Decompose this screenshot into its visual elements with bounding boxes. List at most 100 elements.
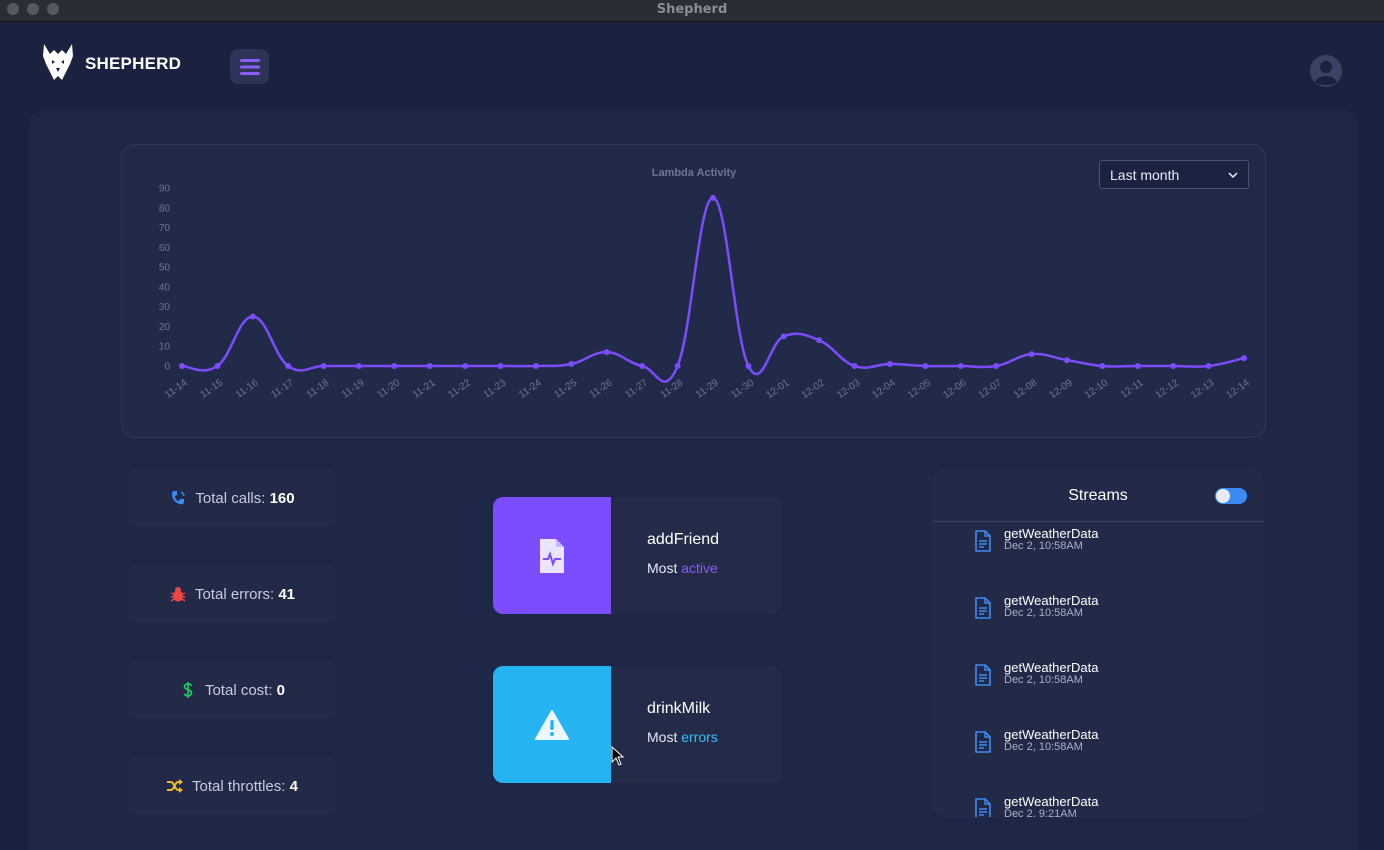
x-tick-label: 11-16 bbox=[234, 377, 261, 401]
dollar-icon bbox=[183, 682, 193, 698]
data-point[interactable] bbox=[426, 363, 433, 369]
data-point[interactable] bbox=[1241, 355, 1247, 362]
stream-name: getWeatherData bbox=[1004, 593, 1099, 608]
data-point[interactable] bbox=[1134, 363, 1141, 369]
data-point[interactable] bbox=[851, 363, 858, 369]
stream-item[interactable]: getWeatherData Dec 2, 10:58AM bbox=[974, 660, 1234, 690]
stream-name: getWeatherData bbox=[1004, 727, 1099, 742]
data-point[interactable] bbox=[533, 363, 539, 369]
data-point[interactable] bbox=[497, 363, 504, 369]
subtitle-accent: errors bbox=[681, 729, 718, 745]
function-icon-box bbox=[493, 497, 611, 614]
data-point[interactable] bbox=[568, 361, 575, 368]
function-subtitle: Most errors bbox=[647, 729, 718, 745]
data-point[interactable] bbox=[249, 313, 256, 320]
x-tick-label: 12-12 bbox=[1154, 377, 1182, 401]
total-throttles-stat: Total throttles: 4 bbox=[127, 757, 337, 815]
function-subtitle: Most active bbox=[647, 560, 718, 576]
stream-item[interactable]: getWeatherData Dec 2, 10:58AM bbox=[974, 526, 1234, 556]
y-tick-label: 90 bbox=[159, 184, 171, 195]
shuffle-icon bbox=[167, 779, 184, 793]
document-icon bbox=[975, 664, 991, 686]
data-point[interactable] bbox=[780, 333, 787, 340]
most-errors-function-card[interactable]: drinkMilk Most errors bbox=[493, 666, 781, 783]
y-tick-label: 50 bbox=[159, 263, 171, 274]
brand-name: SHEPHERD bbox=[85, 54, 182, 73]
x-tick-label: 12-08 bbox=[1012, 377, 1040, 401]
data-point[interactable] bbox=[1064, 357, 1070, 364]
data-point[interactable] bbox=[391, 363, 398, 369]
zoom-window-button[interactable] bbox=[47, 3, 59, 15]
data-point[interactable] bbox=[356, 363, 362, 369]
shepherd-logo-icon bbox=[43, 44, 73, 80]
data-point[interactable] bbox=[1205, 363, 1212, 369]
data-point[interactable] bbox=[957, 363, 964, 369]
stream-item[interactable]: getWeatherData Dec 2, 9:21AM bbox=[974, 794, 1234, 817]
data-point[interactable] bbox=[179, 363, 185, 369]
x-tick-label: 11-29 bbox=[694, 377, 721, 401]
x-tick-label: 12-13 bbox=[1189, 377, 1217, 401]
stream-item[interactable]: getWeatherData Dec 2, 10:58AM bbox=[974, 593, 1234, 623]
document-icon bbox=[975, 530, 991, 552]
hamburger-icon bbox=[239, 58, 260, 75]
file-pulse-icon bbox=[540, 538, 564, 573]
data-point[interactable] bbox=[603, 349, 610, 356]
data-point[interactable] bbox=[639, 363, 646, 369]
streams-toggle[interactable] bbox=[1215, 488, 1247, 504]
x-tick-label: 12-05 bbox=[906, 377, 934, 401]
x-tick-label: 11-15 bbox=[198, 377, 225, 401]
x-tick-label: 12-02 bbox=[800, 377, 828, 401]
data-point[interactable] bbox=[1028, 351, 1035, 358]
x-tick-label: 12-14 bbox=[1224, 377, 1252, 401]
window-titlebar: Shepherd bbox=[0, 0, 1384, 22]
window-title: Shepherd bbox=[656, 2, 728, 17]
mouse-cursor-icon bbox=[611, 746, 625, 766]
y-tick-label: 0 bbox=[164, 362, 170, 373]
x-tick-label: 11-26 bbox=[588, 377, 615, 401]
user-avatar-icon[interactable] bbox=[1309, 54, 1343, 88]
close-window-button[interactable] bbox=[7, 3, 19, 15]
x-tick-label: 11-27 bbox=[623, 377, 650, 401]
data-point[interactable] bbox=[710, 194, 716, 201]
y-tick-label: 30 bbox=[159, 302, 171, 313]
function-icon-box bbox=[493, 666, 611, 783]
x-tick-label: 12-07 bbox=[977, 377, 1005, 401]
y-tick-label: 80 bbox=[159, 203, 171, 214]
lambda-activity-card: Lambda Activity 0 10 20 30 40 50 60 70 80 90 11-1… bbox=[121, 144, 1266, 438]
data-point[interactable] bbox=[214, 363, 221, 369]
x-tick-label: 12-01 bbox=[764, 377, 792, 401]
minimize-window-button[interactable] bbox=[27, 3, 39, 15]
data-point[interactable] bbox=[462, 363, 469, 369]
stat-value: 4 bbox=[289, 777, 298, 795]
data-point[interactable] bbox=[887, 361, 893, 368]
function-name: drinkMilk bbox=[647, 700, 711, 717]
stream-date: Dec 2, 9:21AM bbox=[1004, 808, 1077, 817]
data-point[interactable] bbox=[674, 363, 681, 369]
stat-label: Total cost: bbox=[204, 681, 277, 699]
x-tick-label: 12-03 bbox=[835, 377, 863, 401]
lambda-activity-chart: Lambda Activity 0 10 20 30 40 50 60 70 80 90 11-1… bbox=[159, 167, 1252, 401]
data-point[interactable] bbox=[320, 363, 327, 369]
stream-date: Dec 2, 10:58AM bbox=[1004, 741, 1083, 753]
x-tick-label: 11-17 bbox=[269, 377, 296, 401]
x-tick-label: 11-20 bbox=[375, 377, 402, 401]
x-tick-label: 11-19 bbox=[340, 377, 367, 401]
data-point[interactable] bbox=[816, 337, 823, 344]
most-active-function-card[interactable]: addFriend Most active bbox=[493, 497, 781, 614]
x-tick-label: 11-14 bbox=[163, 377, 190, 401]
time-range-select[interactable]: Last month bbox=[1099, 160, 1249, 189]
stat-label: Total calls: bbox=[195, 489, 270, 507]
menu-button[interactable] bbox=[230, 49, 269, 84]
document-icon bbox=[975, 597, 991, 619]
stream-name: getWeatherData bbox=[1004, 794, 1099, 809]
data-point[interactable] bbox=[285, 363, 292, 369]
data-point[interactable] bbox=[1099, 363, 1106, 369]
subtitle-prefix: Most bbox=[647, 729, 682, 745]
data-point[interactable] bbox=[745, 363, 752, 369]
x-tick-label: 12-04 bbox=[870, 377, 898, 401]
streams-header: Streams bbox=[932, 469, 1264, 522]
data-point[interactable] bbox=[993, 363, 1000, 369]
stream-item[interactable]: getWeatherData Dec 2, 10:58AM bbox=[974, 727, 1234, 757]
data-point[interactable] bbox=[1170, 363, 1177, 369]
data-point[interactable] bbox=[922, 363, 929, 369]
